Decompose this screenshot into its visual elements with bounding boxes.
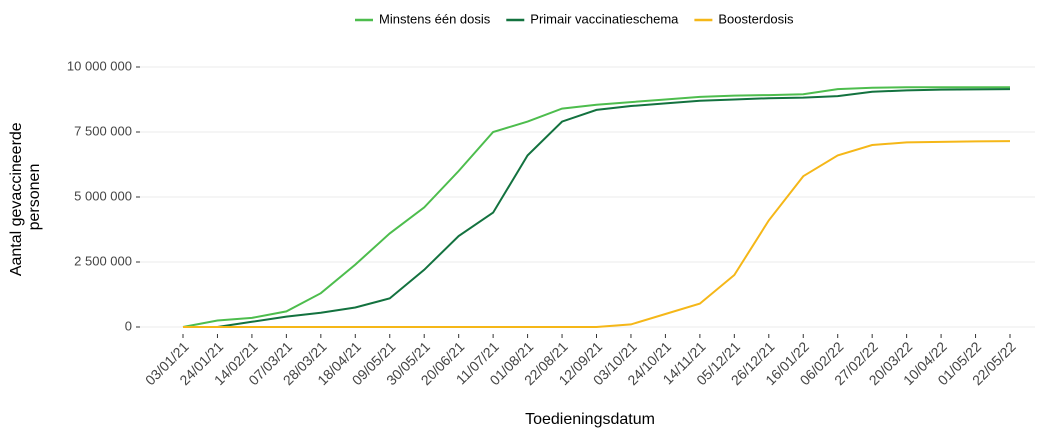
y-tick-label: 10 000 000 <box>67 58 132 73</box>
y-axis-title-line: personen <box>26 164 43 231</box>
y-tick-label: 0 <box>125 318 132 333</box>
y-tick-label: 2 500 000 <box>74 253 132 268</box>
line <box>183 88 1011 328</box>
y-axis-title: Aantal gevaccineerde personen <box>8 118 43 276</box>
legend-text: Boosterdosis <box>718 11 794 26</box>
y-tick-label: 7 500 000 <box>74 123 132 138</box>
y-tick-label: 5 000 000 <box>74 188 132 203</box>
legend-text: Minstens één dosis <box>379 11 491 26</box>
y-axis-title-line: Aantal gevaccineerde <box>8 122 25 276</box>
line <box>182 86 1010 328</box>
legend-text: Primair vaccinatieschema <box>530 11 679 26</box>
x-axis-title: Toedieningsdatum <box>525 411 655 428</box>
line <box>183 140 1011 328</box>
